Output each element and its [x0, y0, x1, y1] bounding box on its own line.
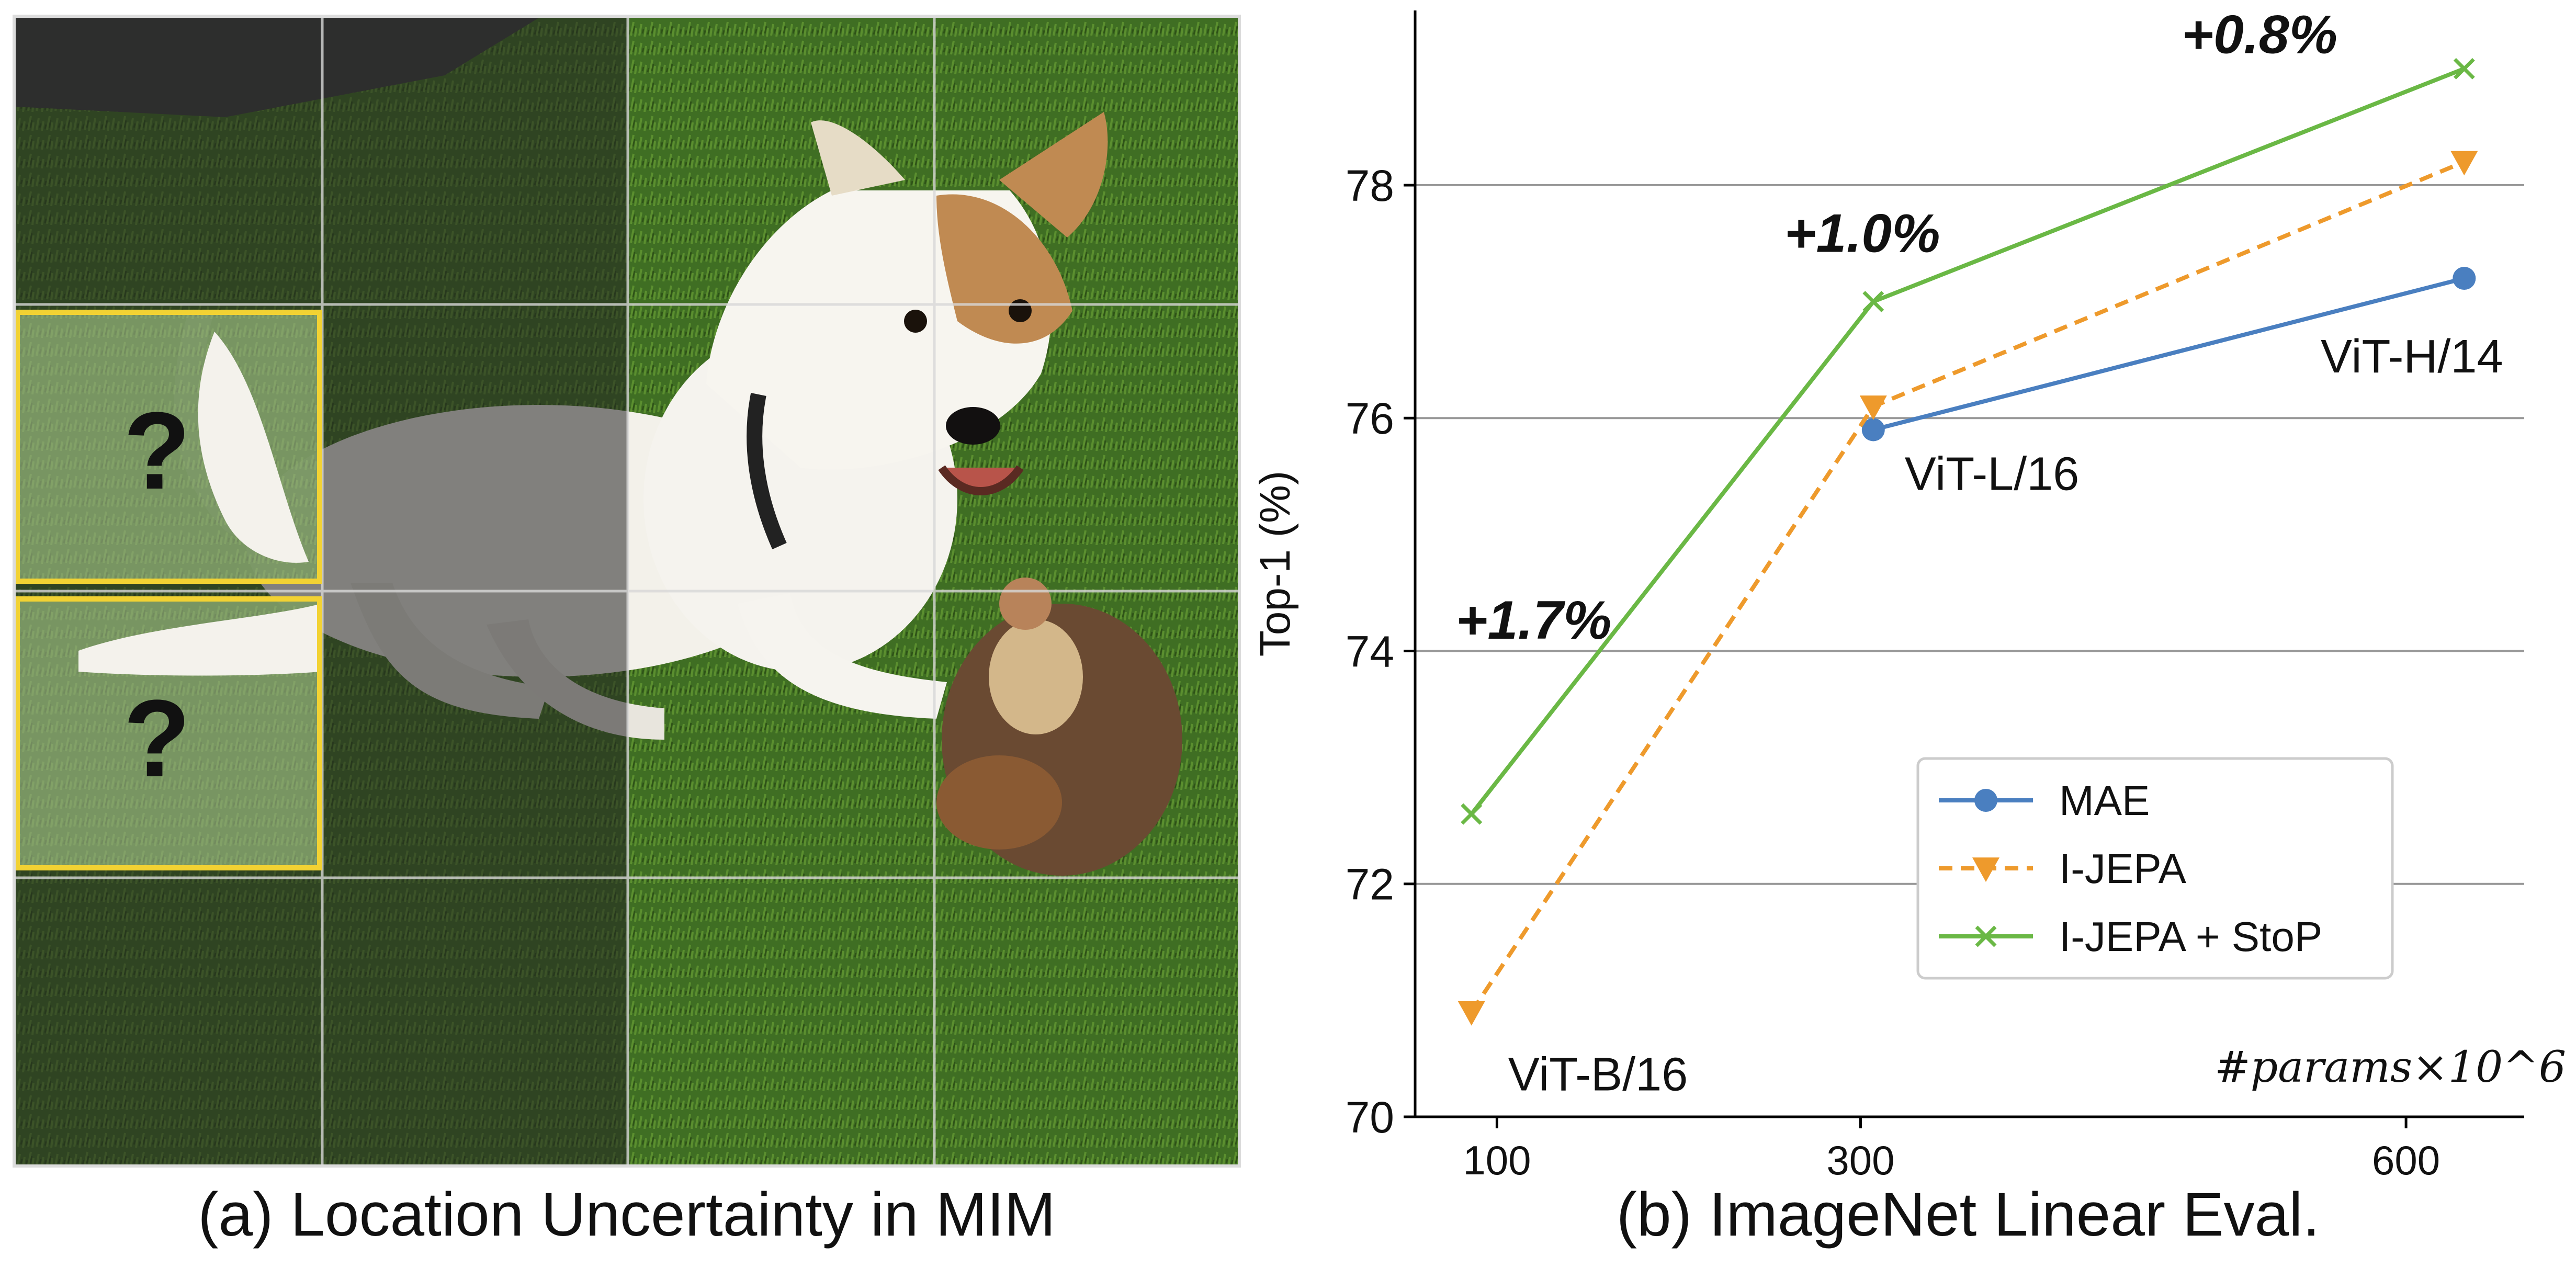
axes	[1414, 10, 2524, 1118]
data-point	[1461, 803, 1483, 825]
caption-b: (b) ImageNet Linear Eval.	[1616, 1180, 2320, 1249]
legend-entry-2: I-JEPA + StoP	[1939, 913, 2322, 960]
gain-label-2: +0.8%	[2182, 4, 2337, 65]
masked-patch-1: ?	[16, 310, 322, 584]
series-i-jepa	[1458, 151, 2478, 1026]
y-axis-title: Top-1 (%)	[1251, 471, 1299, 656]
series-mae	[1861, 267, 2476, 441]
legend-label: I-JEPA	[2059, 845, 2187, 892]
caption-a: (a) Location Uncertainty in MIM	[198, 1180, 1056, 1249]
legend-label: I-JEPA + StoP	[2059, 913, 2322, 960]
legend-box	[1916, 757, 2394, 980]
legend: MAE I-JEPA I-JEPA + StoP	[1916, 757, 2394, 980]
y-tick-label-70: 70	[1346, 1093, 1394, 1142]
legend-swatch-marker	[1975, 925, 1997, 947]
dog-photo: ? ?	[16, 18, 1238, 1164]
model-label-0: ViT-B/16	[1508, 1049, 1688, 1101]
data-point	[1458, 1001, 1485, 1026]
data-point	[1859, 395, 1887, 420]
gain-label-0: +1.7%	[1456, 590, 1612, 651]
data-point	[2453, 267, 2476, 290]
photo-panel: ? ?	[13, 15, 1241, 1168]
gain-label-1: +1.0%	[1784, 203, 1940, 264]
y-tick-label-72: 72	[1346, 860, 1394, 909]
x-axis-title: #params×10^6	[2215, 1043, 2566, 1092]
model-label-1: ViT-L/16	[1905, 448, 2080, 500]
series-i-jepa-stop	[1461, 58, 2475, 825]
masked-patch-2-question: ?	[123, 677, 190, 800]
patch-grid	[16, 18, 1238, 1164]
model-label-2: ViT-H/14	[2321, 331, 2503, 383]
data-point	[2453, 58, 2475, 80]
x-tick-label-100: 100	[1463, 1137, 1531, 1183]
data-point	[2450, 151, 2478, 176]
data-point	[1862, 291, 1884, 313]
legend-label: MAE	[2059, 777, 2150, 824]
plush-toy	[936, 578, 1182, 876]
ticks: 70 72 74 76 78 100 300 600	[1346, 161, 2441, 1183]
data-point	[1861, 418, 1885, 441]
y-tick-label-74: 74	[1346, 627, 1394, 676]
series-line	[1872, 276, 2465, 432]
masked-patch-1-question: ?	[123, 389, 190, 512]
y-tick-label-78: 78	[1346, 161, 1394, 210]
annotations: ViT-B/16 ViT-L/16 ViT-H/14 +1.7% +1.0% +0.8%	[1456, 4, 2503, 1101]
legend-swatch-marker	[1974, 789, 1997, 812]
legend-entry-0: MAE	[1939, 777, 2150, 824]
x-tick-label-300: 300	[1826, 1137, 1894, 1183]
legend-entry-1: I-JEPA	[1939, 845, 2187, 892]
legend-swatch-marker	[1972, 857, 1999, 882]
masked-patch-2: ?	[16, 596, 322, 870]
series-layer	[1458, 58, 2478, 1026]
series-line	[1470, 66, 2465, 816]
y-tick-label-76: 76	[1346, 394, 1394, 443]
x-tick-label-600: 600	[2372, 1137, 2440, 1183]
